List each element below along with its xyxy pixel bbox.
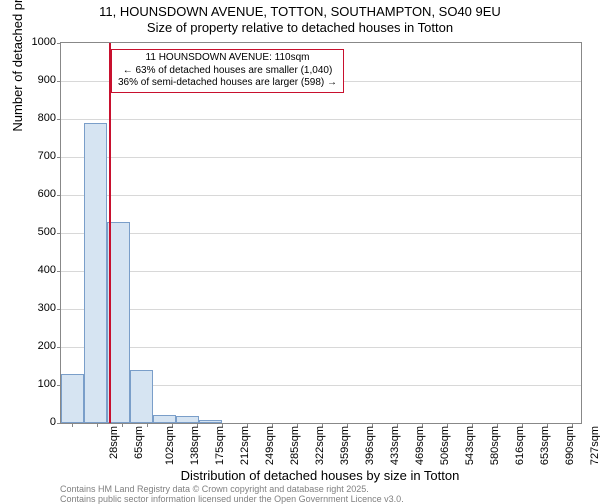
x-tick-label: 433sqm	[389, 426, 401, 465]
y-tick-label: 500	[16, 226, 56, 238]
x-tick-label: 249sqm	[264, 426, 276, 465]
y-tick-label: 0	[16, 416, 56, 428]
histogram-bar	[176, 416, 199, 423]
x-tick	[72, 423, 73, 427]
x-tick-label: 543sqm	[464, 426, 476, 465]
gridline	[61, 119, 581, 120]
y-tick-label: 600	[16, 188, 56, 200]
histogram-bar	[153, 415, 176, 423]
x-tick-label: 396sqm	[364, 426, 376, 465]
y-tick-label: 300	[16, 302, 56, 314]
y-tick	[57, 119, 61, 120]
x-tick-label: 322sqm	[314, 426, 326, 465]
x-tick-label: 506sqm	[439, 426, 451, 465]
plot-area: 11 HOUNSDOWN AVENUE: 110sqm← 63% of deta…	[60, 42, 582, 424]
y-tick-label: 700	[16, 150, 56, 162]
x-tick	[122, 423, 123, 427]
x-tick-label: 138sqm	[189, 426, 201, 465]
annotation-larger: 36% of semi-detached houses are larger (…	[118, 77, 337, 90]
property-annotation: 11 HOUNSDOWN AVENUE: 110sqm← 63% of deta…	[111, 49, 344, 93]
property-size-histogram: 11, HOUNSDOWN AVENUE, TOTTON, SOUTHAMPTO…	[0, 0, 600, 500]
gridline	[61, 309, 581, 310]
x-tick-label: 616sqm	[514, 426, 526, 465]
x-tick-label: 65sqm	[133, 426, 145, 459]
gridline	[61, 271, 581, 272]
chart-title-address: 11, HOUNSDOWN AVENUE, TOTTON, SOUTHAMPTO…	[0, 4, 600, 19]
annotation-smaller: ← 63% of detached houses are smaller (1,…	[118, 65, 337, 78]
gridline	[61, 195, 581, 196]
x-tick-label: 285sqm	[289, 426, 301, 465]
gridline	[61, 157, 581, 158]
y-tick-label: 400	[16, 264, 56, 276]
x-tick-label: 102sqm	[164, 426, 176, 465]
x-tick	[97, 423, 98, 427]
y-tick	[57, 347, 61, 348]
x-tick-label: 653sqm	[539, 426, 551, 465]
y-tick-label: 900	[16, 74, 56, 86]
x-tick-label: 175sqm	[214, 426, 226, 465]
footer-copyright-1: Contains HM Land Registry data © Crown c…	[60, 484, 369, 494]
histogram-bar	[61, 374, 84, 423]
histogram-bar	[199, 420, 222, 423]
y-tick	[57, 157, 61, 158]
property-marker-line	[109, 43, 111, 423]
footer-copyright-2: Contains public sector information licen…	[60, 494, 404, 504]
x-tick-label: 727sqm	[589, 426, 600, 465]
y-tick	[57, 309, 61, 310]
gridline	[61, 347, 581, 348]
y-tick	[57, 423, 61, 424]
x-tick-label: 580sqm	[489, 426, 501, 465]
y-tick	[57, 195, 61, 196]
y-tick	[57, 233, 61, 234]
histogram-bar	[130, 370, 153, 423]
y-tick	[57, 81, 61, 82]
x-axis-label: Distribution of detached houses by size …	[60, 468, 580, 483]
x-tick	[147, 423, 148, 427]
annotation-size: 11 HOUNSDOWN AVENUE: 110sqm	[118, 52, 337, 65]
y-tick-label: 200	[16, 340, 56, 352]
y-tick	[57, 43, 61, 44]
y-tick-label: 100	[16, 378, 56, 390]
chart-title-description: Size of property relative to detached ho…	[0, 20, 600, 35]
gridline	[61, 233, 581, 234]
y-tick-label: 1000	[16, 36, 56, 48]
y-tick-label: 800	[16, 112, 56, 124]
x-tick-label: 359sqm	[339, 426, 351, 465]
x-tick-label: 28sqm	[108, 426, 120, 459]
y-tick	[57, 271, 61, 272]
histogram-bar	[84, 123, 107, 423]
x-tick-label: 212sqm	[239, 426, 251, 465]
x-tick-label: 690sqm	[564, 426, 576, 465]
x-tick-label: 469sqm	[414, 426, 426, 465]
